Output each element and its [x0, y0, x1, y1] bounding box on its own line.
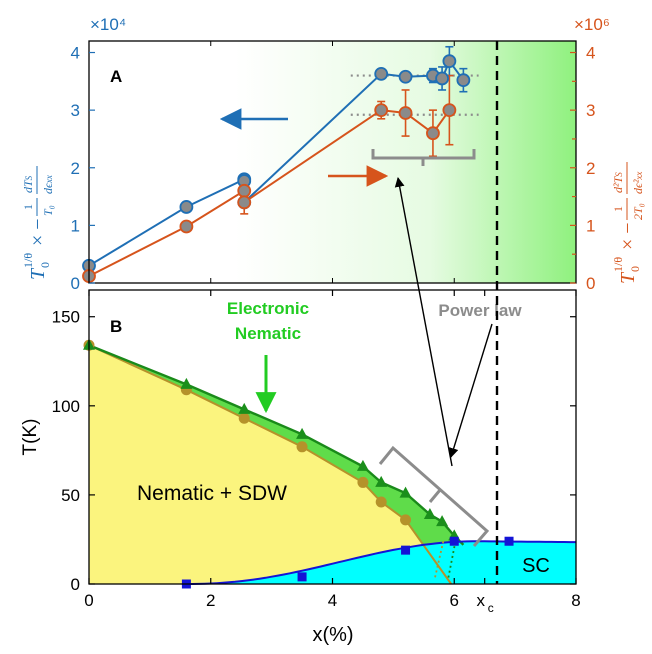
right-ylabel-frac2-num: d²TS: [611, 172, 625, 193]
left-ylabel-times: × −: [27, 218, 49, 246]
power-law-label: Power law: [438, 301, 522, 320]
data-point-right: [442, 103, 457, 118]
nematic-label: Nematic: [235, 324, 301, 343]
ts-data-point: [436, 515, 449, 527]
sc-data-point: [297, 572, 307, 582]
tn-extrapolation: [433, 541, 445, 579]
y-tick-label-right: 4: [586, 44, 595, 63]
right-ylabel-frac2-den: dϵ²xx: [631, 172, 645, 194]
ts-data-point: [238, 402, 251, 414]
y-tick-label-b: 50: [61, 486, 80, 505]
y-tick-label-b: 0: [71, 575, 80, 594]
x-tick-label-b: 4: [328, 591, 337, 610]
ts-extrapolation: [447, 541, 457, 579]
panel-a-data-points: [82, 54, 471, 283]
y-tick-label-left: 4: [71, 44, 80, 63]
panel-a-gradient-background: [89, 41, 576, 283]
ts-data-point: [399, 486, 412, 498]
y-tick-label-right: 2: [586, 159, 595, 178]
data-point-left: [374, 66, 389, 81]
panel-b-extrapolation-lines: [433, 541, 457, 579]
ts-data-point: [423, 508, 436, 520]
y-tick-label-right: 1: [586, 216, 595, 235]
y-tick-label-right: 0: [586, 274, 595, 293]
power-law-arrow-up: [394, 177, 453, 467]
sc-label: SC: [522, 555, 550, 577]
superconducting-region: [186, 541, 576, 584]
right-ylabel-times: × −: [617, 222, 639, 250]
nematic-sdw-label: Nematic + SDW: [137, 482, 287, 505]
data-point-right: [426, 126, 440, 141]
panel-a-right-ylabel: T 0 1/θ × − 1 2T₀ d²TS dϵ²xx: [611, 162, 645, 284]
left-ylabel-frac1-num: 1: [21, 204, 35, 210]
data-point-left: [398, 69, 413, 84]
sc-data-point: [401, 545, 411, 555]
data-point-right: [179, 219, 194, 234]
data-point-left: [442, 54, 457, 69]
panel-a-right-exponent: ×10⁶: [574, 15, 610, 34]
panel-a-power-law-bracket: [371, 149, 476, 166]
ts-data-point: [296, 427, 309, 439]
ts-data-point: [375, 475, 388, 487]
data-point-right: [237, 195, 252, 210]
right-ylabel-t0: T: [617, 271, 639, 284]
data-point-right: [398, 106, 413, 120]
data-point-right: [237, 183, 252, 198]
tn-data-point: [375, 496, 387, 508]
right-ylabel-frac1-num: 1: [611, 206, 625, 212]
nematic-sdw-region: [89, 345, 452, 584]
data-point-left: [179, 200, 194, 214]
tn-data-point: [296, 441, 308, 453]
y-tick-label-b: 150: [52, 308, 80, 327]
x-tick-label-b: 6: [450, 591, 459, 610]
left-ylabel-exp: 1/θ: [21, 253, 35, 268]
panel-b-label: B: [110, 317, 122, 336]
panel-a: 0 1 2 3 4 0 1 2 3 4 A ×10⁴ ×10⁶ T 0 1/θ × − 1 T₀ …: [21, 15, 645, 293]
right-ylabel-exp: 1/θ: [611, 257, 625, 272]
x-tick-label-b: 8: [571, 591, 580, 610]
left-ylabel-frac1-den: T₀: [41, 205, 55, 216]
tn-data-point: [238, 412, 250, 424]
panel-a-left-exponent: ×10⁴: [90, 15, 126, 34]
panel-a-label: A: [110, 67, 122, 86]
y-tick-label-left: 1: [71, 216, 80, 235]
power-law-arrow-down: [448, 323, 493, 458]
panel-a-left-ylabel: T 0 1/θ × − 1 T₀ dTS dϵxx: [21, 166, 55, 280]
left-ylabel-t0: T: [27, 267, 49, 280]
data-point-left: [435, 71, 449, 86]
left-ylabel-frac2-den: dϵxx: [41, 175, 55, 194]
ts-data-point: [356, 459, 369, 471]
y-tick-label-left: 3: [71, 101, 80, 120]
data-point-left: [456, 73, 471, 88]
y-tick-label-right: 3: [586, 101, 595, 120]
y-tick-label-left: 2: [71, 159, 80, 178]
x-tick-label-xc: x: [476, 591, 485, 610]
panel-b-ylabel: T(K): [20, 419, 41, 456]
panel-a-ticks: 0 1 2 3 4 0 1 2 3 4: [71, 41, 595, 293]
ts-data-point: [180, 377, 193, 389]
sc-data-point: [504, 536, 514, 546]
tn-data-point: [400, 514, 412, 526]
right-ylabel-sub0: 0: [628, 266, 642, 272]
left-ylabel-sub0: 0: [38, 262, 52, 268]
y-tick-label-b: 100: [52, 397, 80, 416]
x-tick-label-xc-sub: c: [488, 601, 494, 615]
panel-b-xlabel: x(%): [312, 624, 353, 646]
electronic-label: Electronic: [227, 299, 309, 318]
left-ylabel-frac2-num: dTS: [21, 175, 35, 193]
sc-data-point: [449, 536, 459, 546]
x-tick-label-b: 2: [206, 591, 215, 610]
panel-b-ticks: 0 50 100 150 0 2 4 6 x c 8: [52, 290, 581, 615]
right-ylabel-frac1-den: 2T₀: [631, 203, 645, 220]
panel-b-power-law-bracket: [378, 445, 490, 547]
data-point-right: [374, 103, 389, 118]
x-tick-label-b: 0: [84, 591, 93, 610]
y-tick-label-left: 0: [71, 274, 80, 293]
tn-data-point: [357, 476, 369, 488]
